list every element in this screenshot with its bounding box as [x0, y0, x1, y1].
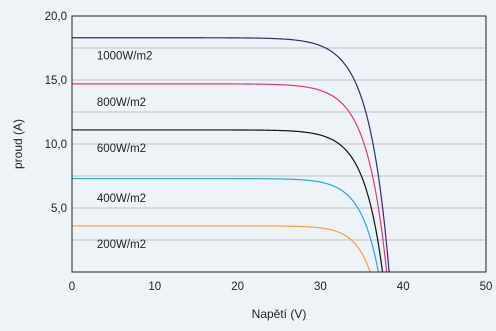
series-layer	[72, 37, 390, 273]
series-line	[72, 83, 388, 273]
curve-label: 600W/m2	[97, 143, 146, 155]
x-tick-layer: 0 10 20 30 40 50	[69, 281, 493, 293]
curve-label: 1000W/m2	[97, 51, 153, 63]
x-tick-label: 40	[397, 281, 410, 293]
series-line	[72, 225, 371, 273]
series-line	[72, 177, 379, 273]
y-axis-title: proud (A)	[11, 119, 25, 169]
x-tick-label: 0	[69, 281, 75, 293]
x-axis-title: Napětí (V)	[252, 307, 307, 321]
y-tick-label: 5,0	[51, 203, 67, 215]
x-tick-label: 30	[314, 281, 327, 293]
series-line	[72, 37, 390, 273]
y-tick-layer: 5,0 10,0 15,0 20,0	[45, 11, 67, 215]
x-tick-label: 20	[231, 281, 244, 293]
grid-layer	[72, 47, 486, 241]
x-tick-label: 50	[480, 281, 493, 293]
curve-label: 400W/m2	[97, 193, 146, 205]
y-tick-label: 20,0	[45, 11, 67, 23]
y-tick-label: 15,0	[45, 75, 67, 87]
y-tick-label: 10,0	[45, 139, 67, 151]
plot-area-frame	[71, 15, 487, 273]
x-tick-label: 10	[148, 281, 161, 293]
curve-label: 800W/m2	[97, 97, 146, 109]
curve-label: 200W/m2	[97, 239, 146, 251]
series-line	[72, 129, 384, 273]
curve-label-layer: 1000W/m2 800W/m2 600W/m2 400W/m2 200W/m2	[97, 51, 153, 251]
